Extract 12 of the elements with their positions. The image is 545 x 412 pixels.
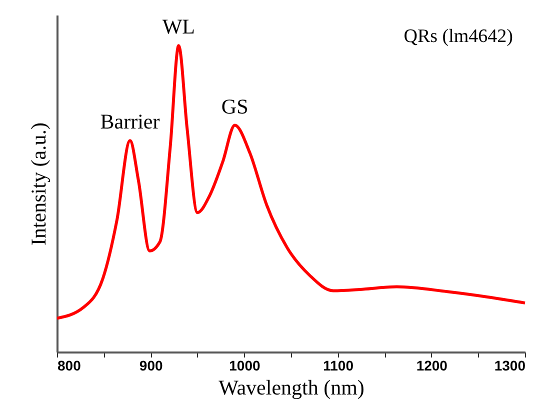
x-tick-label: 1000 [229,358,260,374]
x-tick-label: 1200 [416,358,448,374]
x-tick-label: 800 [58,358,82,374]
annotation: Barrier [100,110,160,134]
x-tick-label: 1100 [323,358,354,374]
annotation: WL [162,14,196,39]
x-tick-label: 900 [139,358,163,374]
x-tick-label: 1300 [494,358,526,374]
annotation: QRs (lm4642) [404,26,513,47]
x-axis-title: Wavelength (nm) [218,376,364,400]
annotation: GS [221,94,248,118]
y-axis-title: Intensity (a.u.) [26,122,50,246]
